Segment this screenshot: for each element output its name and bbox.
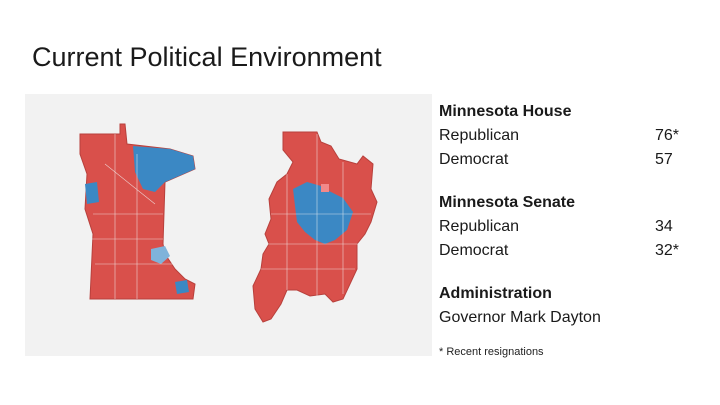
administration-section: Administration Governor Mark Dayton [439,282,689,330]
senate-democrat-label: Democrat [439,242,509,259]
senate-democrat-seats: 32* [655,242,680,259]
senate-row-democrat: Democrat 32* [439,239,689,263]
house-republican-seats: 76* [655,127,680,144]
house-row-democrat: Democrat 57 [439,148,689,172]
house-title: Minnesota House [439,103,572,120]
senate-republican-seats: 34 [655,218,673,235]
house-row-republican: Republican 76* [439,124,689,148]
district-maps-panel [25,94,432,356]
house-democrat-label: Democrat [439,151,509,168]
footnote: * Recent resignations [439,346,544,358]
senate-republican-label: Republican [439,218,520,235]
senate-row-republican: Republican 34 [439,215,689,239]
slide-title: Current Political Environment [32,42,382,72]
district-maps [79,123,378,323]
metro-district-map [252,131,378,323]
statewide-district-map [79,123,196,300]
house-republican-label: Republican [439,127,520,144]
metro-democrat-core [293,182,353,244]
house-section: Minnesota House Republican 76* Democrat … [439,100,689,172]
statewide-democrat-northwest [85,182,99,204]
house-democrat-seats: 57 [655,151,673,168]
senate-title: Minnesota Senate [439,194,576,211]
statewide-democrat-metro [151,246,170,264]
administration-title: Administration [439,285,552,302]
results-panel: Minnesota House Republican 76* Democrat … [439,100,689,330]
statewide-democrat-northeast [133,146,195,192]
senate-section: Minnesota Senate Republican 34 Democrat … [439,191,689,263]
governor-name: Governor Mark Dayton [439,309,601,326]
statewide-democrat-south [175,280,189,294]
metro-light-district [321,184,329,192]
